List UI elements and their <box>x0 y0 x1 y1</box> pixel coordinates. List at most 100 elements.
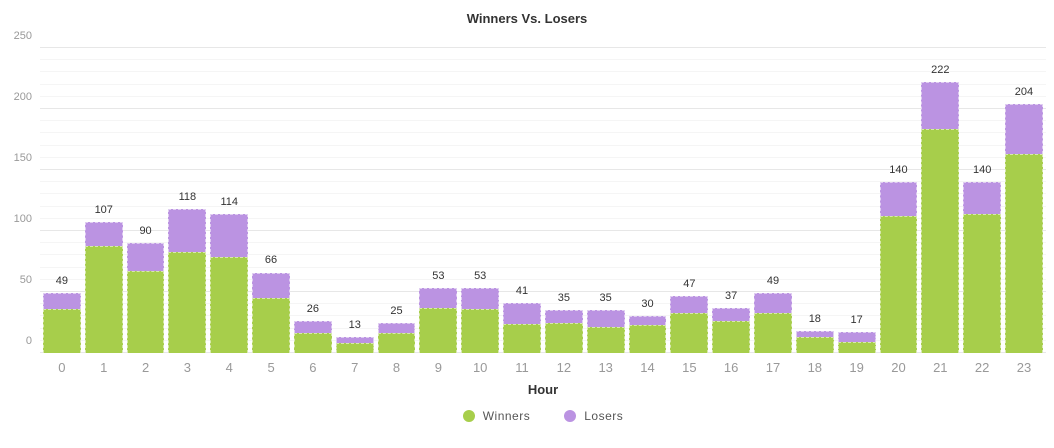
losers-segment[interactable] <box>544 310 583 323</box>
winners-segment[interactable] <box>670 312 709 353</box>
winners-segment[interactable] <box>419 307 458 353</box>
bar-group-hour-7: 13 <box>335 48 374 353</box>
total-label: 66 <box>264 254 278 267</box>
x-tick-label: 10 <box>472 360 488 375</box>
winners-segment[interactable] <box>293 333 332 353</box>
total-label: 204 <box>1014 86 1034 99</box>
losers-segment[interactable] <box>754 293 792 313</box>
total-label: 118 <box>178 191 197 204</box>
gridline-minor <box>40 59 1046 61</box>
x-tick-label: 18 <box>807 360 823 375</box>
losers-segment[interactable] <box>43 293 81 310</box>
losers-segment[interactable] <box>126 243 165 272</box>
winners-segment[interactable] <box>168 251 207 353</box>
x-tick-label: 16 <box>723 360 739 375</box>
bar-group-hour-20: 140 <box>879 48 918 353</box>
total-label: 90 <box>139 225 152 238</box>
total-label: 30 <box>641 298 654 311</box>
bar-group-hour-0: 49 <box>43 48 81 353</box>
winners-segment[interactable] <box>503 323 541 353</box>
winners-segment[interactable] <box>837 342 876 353</box>
plot-area: 0 50 100 150 200 250 49 107 90 118 114 66 26 13 25 53 53… <box>14 30 1046 353</box>
losers-segment[interactable] <box>335 337 374 344</box>
total-label: 114 <box>220 195 238 208</box>
gridline-major <box>40 230 1046 231</box>
winners-segment[interactable] <box>544 322 583 353</box>
x-axis-title: Hour <box>527 382 559 397</box>
winners-segment[interactable] <box>43 309 81 353</box>
winners-legend-dot-icon <box>462 410 475 422</box>
gridline-minor <box>40 95 1046 97</box>
losers-segment[interactable] <box>461 288 500 310</box>
y-tick-label: 100 <box>13 213 32 225</box>
total-label: 41 <box>515 284 529 297</box>
winners-segment[interactable] <box>1005 154 1043 353</box>
total-label: 25 <box>390 304 403 317</box>
x-tick-label: 7 <box>351 360 359 375</box>
legend-item-winners[interactable]: Winners <box>462 409 531 423</box>
losers-segment[interactable] <box>503 303 541 324</box>
losers-segment[interactable] <box>586 310 625 328</box>
losers-segment[interactable] <box>419 288 458 308</box>
total-label: 18 <box>808 313 821 326</box>
losers-segment[interactable] <box>963 182 1002 214</box>
losers-segment[interactable] <box>377 322 416 334</box>
x-tick-label: 22 <box>974 360 990 375</box>
winners-segment[interactable] <box>84 245 123 353</box>
x-tick-label: 0 <box>58 360 66 375</box>
total-label: 140 <box>889 164 908 177</box>
losers-segment[interactable] <box>795 331 834 338</box>
total-label: 140 <box>972 164 992 177</box>
x-tick-label: 9 <box>434 360 442 375</box>
winners-segment[interactable] <box>377 333 416 353</box>
winners-segment[interactable] <box>586 327 625 353</box>
bar-group-hour-18: 18 <box>795 48 834 353</box>
losers-segment[interactable] <box>1005 104 1043 155</box>
losers-segment[interactable] <box>168 209 207 252</box>
losers-segment[interactable] <box>293 321 332 334</box>
losers-segment[interactable] <box>84 222 123 246</box>
winners-segment[interactable] <box>335 343 374 353</box>
bar-group-hour-19: 17 <box>837 48 876 353</box>
losers-segment[interactable] <box>921 82 960 129</box>
total-label: 53 <box>432 270 445 283</box>
bar-group-hour-11: 41 <box>503 48 541 353</box>
losers-segment[interactable] <box>252 272 290 299</box>
losers-segment[interactable] <box>879 182 918 217</box>
x-tick-label: 19 <box>849 360 864 375</box>
losers-segment[interactable] <box>837 332 876 343</box>
x-tick-label: 4 <box>225 360 233 375</box>
winners-segment[interactable] <box>461 309 500 353</box>
winners-segment[interactable] <box>754 312 792 353</box>
legend: Winners Losers <box>40 409 1046 423</box>
total-label: 13 <box>348 319 361 332</box>
total-label: 17 <box>850 314 863 327</box>
winners-segment[interactable] <box>879 216 918 353</box>
gridline-minor <box>40 315 1046 317</box>
x-tick-label: 11 <box>515 360 529 375</box>
winners-segment[interactable] <box>252 298 290 353</box>
winners-segment[interactable] <box>712 321 751 353</box>
winners-segment[interactable] <box>126 271 165 353</box>
gridline-minor <box>40 120 1046 122</box>
gridline-minor <box>40 217 1046 219</box>
bar-group-hour-9: 53 <box>419 48 458 353</box>
losers-segment[interactable] <box>712 307 751 322</box>
winners-segment[interactable] <box>628 324 667 353</box>
gridline-major <box>40 291 1046 292</box>
winners-segment[interactable] <box>795 337 834 353</box>
legend-item-losers[interactable]: Losers <box>564 409 623 423</box>
losers-segment[interactable] <box>628 316 667 325</box>
bar-group-hour-4: 114 <box>210 48 249 353</box>
bar-group-hour-13: 35 <box>586 48 625 353</box>
winners-segment[interactable] <box>963 213 1002 353</box>
bar-group-hour-15: 47 <box>670 48 709 353</box>
gridline-major <box>40 108 1046 109</box>
total-label: 37 <box>725 289 738 302</box>
losers-segment[interactable] <box>210 213 249 257</box>
losers-segment[interactable] <box>670 295 709 313</box>
winners-segment[interactable] <box>921 128 960 353</box>
total-label: 35 <box>557 292 570 305</box>
y-tick-label: 200 <box>13 91 32 103</box>
winners-segment[interactable] <box>210 256 249 353</box>
